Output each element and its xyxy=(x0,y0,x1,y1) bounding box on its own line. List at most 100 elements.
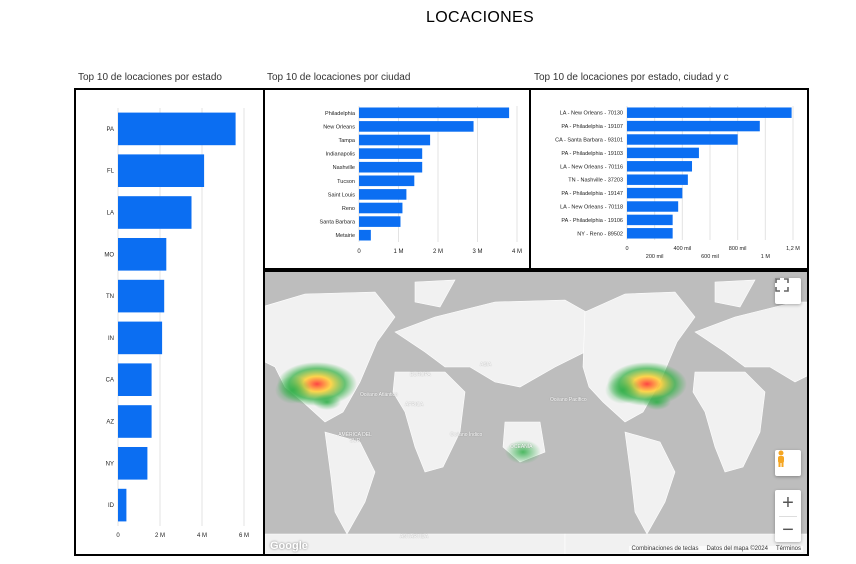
bar xyxy=(627,174,688,185)
category-label: Metairie xyxy=(335,233,355,239)
bar xyxy=(118,446,148,480)
bar xyxy=(118,405,152,438)
zoom-control: + − xyxy=(775,490,801,542)
street-view-button[interactable] xyxy=(775,450,801,476)
x-tick-label: 400 mil xyxy=(673,246,691,252)
chart-panel-estado: 0 2 M 4 M 6 M PA FL LA MO TN IN CA AZ NY ID xyxy=(74,88,265,556)
category-label: NY - Reno - 89502 xyxy=(577,231,623,237)
chart-panel-ciudad: 0 1 M 2 M 3 M 4 M Philadelphia New Orleans Tamp… xyxy=(263,88,531,270)
category-label: Santa Barbara xyxy=(320,220,356,226)
category-label: Nashville xyxy=(333,165,355,171)
map-label-europa: EUROPA xyxy=(410,372,431,378)
bar xyxy=(359,107,510,119)
bar xyxy=(359,202,403,214)
category-label: TN xyxy=(106,294,114,300)
map-label-antartida: ANTÁRTIDA xyxy=(400,534,429,540)
bar xyxy=(359,134,431,146)
category-label: AZ xyxy=(106,420,114,426)
zoom-out-button[interactable]: − xyxy=(782,518,794,541)
map-label-africa: ÁFRICA xyxy=(405,402,424,408)
keyboard-shortcuts-link[interactable]: Combinaciones de teclas xyxy=(631,546,699,552)
x-tick-label: 1 M xyxy=(393,249,403,255)
x-tick-label: 0 xyxy=(357,249,361,255)
category-label: PA xyxy=(106,127,114,133)
x-tick-label: 800 mil xyxy=(729,246,747,252)
x-tick-label: 200 mil xyxy=(646,254,664,260)
bar xyxy=(627,107,792,118)
bar xyxy=(118,279,165,313)
page-title: LOCACIONES xyxy=(426,9,534,26)
bar xyxy=(359,189,407,200)
chart-panel-estado-ciudad-cp: 0 200 mil 400 mil 600 mil 800 mil 1 M 1,2 M LA … xyxy=(529,88,809,270)
bar xyxy=(627,147,699,159)
chart-ciudad-svg: 0 1 M 2 M 3 M 4 M Philadelphia New Orleans Tamp… xyxy=(320,106,522,255)
bar xyxy=(627,134,738,145)
category-label: CA - Santa Barbara - 93101 xyxy=(555,138,623,144)
bar xyxy=(359,121,474,132)
bar xyxy=(359,229,371,241)
zoom-divider xyxy=(779,516,797,517)
x-tick-label: 0 xyxy=(625,246,628,252)
x-tick-label: 4 M xyxy=(512,249,522,255)
bar xyxy=(359,161,423,173)
category-label: IN xyxy=(108,336,114,342)
pegman-icon xyxy=(778,450,784,467)
map-label-asia: ASIA xyxy=(480,362,492,368)
bar xyxy=(627,187,683,199)
category-label: FL xyxy=(107,169,115,175)
map-label-oceano-indico: Océano Índico xyxy=(450,432,483,438)
x-tick-label: 1,2 M xyxy=(786,246,800,252)
x-tick-label: 0 xyxy=(116,533,120,539)
bar xyxy=(118,154,205,188)
bar xyxy=(627,161,693,172)
x-tick-label: 4 M xyxy=(197,533,207,539)
map-footer: Combinaciones de teclas Datos del mapa ©… xyxy=(629,546,803,552)
category-label: LA - New Orleans - 70130 xyxy=(560,111,623,117)
category-label: ID xyxy=(108,503,115,509)
category-label: New Orleans xyxy=(323,124,355,130)
category-label: NY xyxy=(106,461,114,467)
chart2-title: Top 10 de locaciones por ciudad xyxy=(267,72,411,83)
x-tick-label: 3 M xyxy=(472,249,482,255)
category-label: PA - Philadelphia - 19147 xyxy=(561,191,623,197)
map-label-america-sur: AMÉRICA DEL SUR xyxy=(338,432,372,444)
category-label: CA xyxy=(106,378,114,384)
fullscreen-button[interactable] xyxy=(775,278,801,304)
x-tick-label: 2 M xyxy=(155,533,165,539)
category-label: TN - Nashville - 37203 xyxy=(568,178,623,184)
bar xyxy=(359,216,401,227)
category-label: Saint Louis xyxy=(328,192,355,198)
chart-estado-ciudad-svg: 0 200 mil 400 mil 600 mil 800 mil 1 M 1,2 M LA … xyxy=(555,106,800,260)
heatmap-map[interactable]: ASIA EUROPA ÁFRICA AMÉRICA DEL SUR OCEAN… xyxy=(263,270,809,556)
map-label-oceano-pacifico: Océano Pacífico xyxy=(550,397,587,403)
category-label: Tucson xyxy=(337,179,355,185)
category-label: LA xyxy=(107,211,114,217)
x-tick-label: 2 M xyxy=(433,249,443,255)
terms-link[interactable]: Términos xyxy=(775,546,801,552)
chart3-title: Top 10 de locaciones por estado, ciudad … xyxy=(534,72,729,83)
map-data-attribution: Datos del mapa ©2024 xyxy=(706,546,768,552)
category-label: MO xyxy=(104,252,114,258)
world-map-svg xyxy=(265,272,807,554)
bar xyxy=(627,228,673,239)
bar xyxy=(118,363,152,397)
bar xyxy=(627,214,673,226)
bar xyxy=(118,112,236,146)
category-label: PA - Philadelphia - 19106 xyxy=(561,218,623,224)
bar xyxy=(359,148,423,159)
zoom-in-button[interactable]: + xyxy=(782,491,794,514)
chart1-title: Top 10 de locaciones por estado xyxy=(78,72,222,83)
fullscreen-icon xyxy=(775,278,789,292)
bar xyxy=(118,488,127,522)
map-label-oceano-atlantico: Océano Atlántico xyxy=(360,392,398,398)
x-tick-label: 600 mil xyxy=(701,254,719,260)
category-label: Tampa xyxy=(338,138,355,144)
x-tick-label: 6 M xyxy=(239,533,249,539)
category-label: LA - New Orleans - 70116 xyxy=(560,164,623,170)
map-label-oceania: OCEANÍA xyxy=(510,444,533,450)
bar xyxy=(627,120,760,132)
category-label: PA - Philadelphia - 19107 xyxy=(561,124,623,130)
category-label: PA - Philadelphia - 19103 xyxy=(561,151,623,157)
bar xyxy=(118,237,167,271)
category-label: Reno xyxy=(342,206,355,212)
